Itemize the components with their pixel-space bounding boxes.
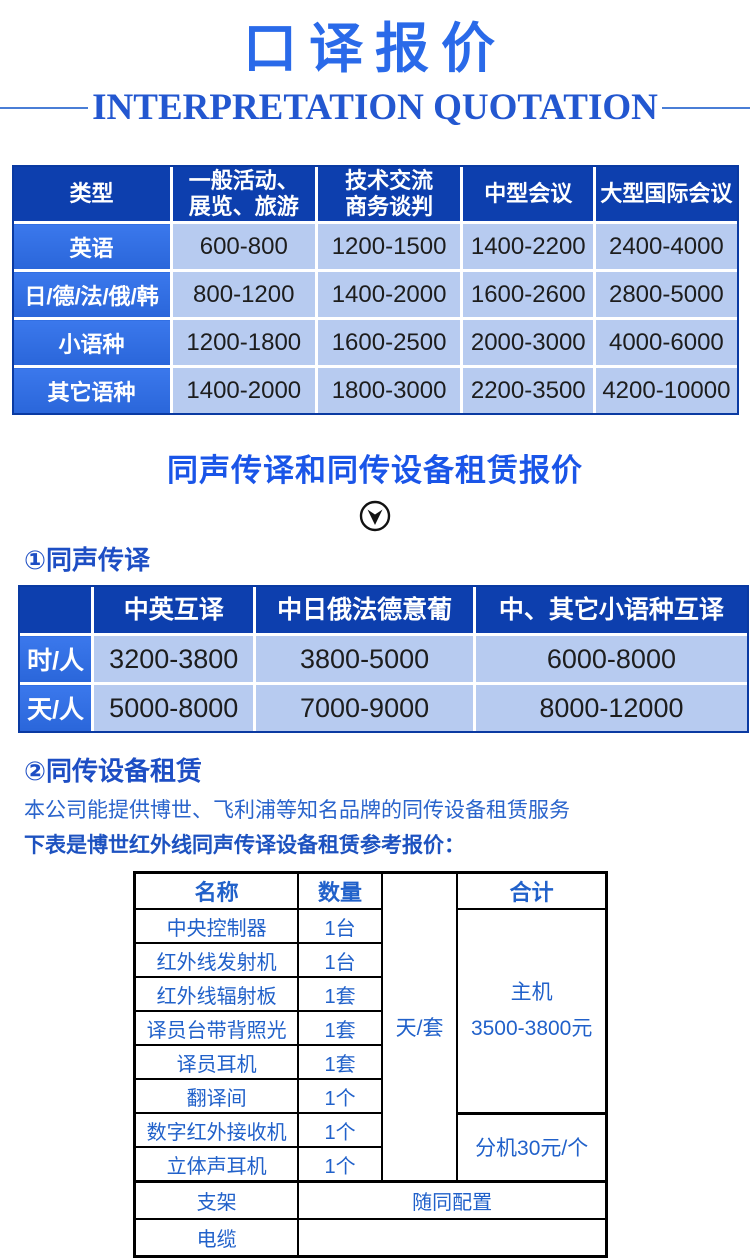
item-qty: 1个 <box>297 1078 383 1115</box>
simultaneous-price-table: 中英互译 中日俄法德意葡 中、其它小语种互译 时/人 3200-3800 380… <box>18 585 749 734</box>
item-name: 数字红外接收机 <box>133 1112 300 1149</box>
table-row: 英语 600-800 1200-1500 1400-2200 2400-4000 <box>13 221 737 273</box>
subtitle-right-rule <box>661 106 750 109</box>
column-header: 一般活动、 展览、旅游 <box>169 167 318 225</box>
column-header: 大型国际会议 <box>593 167 737 225</box>
row-label: 小语种 <box>13 317 173 369</box>
price-cell: 1800-3000 <box>314 365 464 414</box>
page-subtitle: INTERPRETATION QUOTATION <box>92 87 658 129</box>
item-qty: 1套 <box>297 1044 383 1081</box>
item-name: 中央控制器 <box>133 908 300 945</box>
price-cell: 600-800 <box>169 221 318 273</box>
column-header: 名称 <box>133 871 300 911</box>
table-header-row: 中英互译 中日俄法德意葡 中、其它小语种互译 <box>20 587 747 637</box>
arrow-row <box>0 498 750 534</box>
price-cell: 1400-2200 <box>460 221 597 273</box>
rack-value-cell: 随同配置 <box>297 1180 608 1221</box>
item-name: 翻译间 <box>133 1078 300 1115</box>
page-title: 口译报价 <box>243 19 507 79</box>
item-name: 译员耳机 <box>133 1044 300 1081</box>
item-name: 译员台带背照光 <box>133 1010 300 1047</box>
table-row: 其它语种 1400-2000 1800-3000 2200-3500 4200-… <box>13 365 737 414</box>
row-label: 英语 <box>13 221 173 273</box>
item-qty: 1台 <box>297 942 383 979</box>
table-row: 立体声耳机 1个 <box>133 1146 607 1183</box>
price-cell: 3800-5000 <box>253 633 476 686</box>
table-row: 译员耳机 1套 <box>133 1044 607 1081</box>
row-label: 天/人 <box>20 682 95 732</box>
price-cell: 8000-12000 <box>472 682 747 732</box>
row-label: 其它语种 <box>13 365 173 414</box>
unit-cell: 天/套 <box>380 871 459 1183</box>
subheading-simultaneous-interpretation: ①同声传译 <box>24 545 151 576</box>
item-qty: 1个 <box>297 1146 383 1183</box>
price-cell: 3200-3800 <box>91 633 257 686</box>
item-name: 红外线发射机 <box>133 942 300 979</box>
item-name: 电缆 <box>133 1218 300 1258</box>
price-cell: 2200-3500 <box>460 365 597 414</box>
table-row: 天/人 5000-8000 7000-9000 8000-12000 <box>20 682 747 732</box>
table-row: 翻译间 1个 <box>133 1078 607 1115</box>
subtitle-left-rule <box>0 106 89 109</box>
column-header: 技术交流 商务谈判 <box>314 167 464 225</box>
price-cell: 6000-8000 <box>472 633 747 686</box>
price-cell: 2400-4000 <box>593 221 737 273</box>
price-cell: 1200-1800 <box>169 317 318 369</box>
table-row: 电缆 <box>133 1218 608 1258</box>
column-header: 中型会议 <box>460 167 597 225</box>
table-header-row: 类型 一般活动、 展览、旅游 技术交流 商务谈判 中型会议 大型国际会议 <box>13 167 737 225</box>
equipment-table-intro: 下表是博世红外线同声传译设备租赁参考报价： <box>24 834 465 858</box>
column-header: 合计 <box>456 871 608 911</box>
item-qty: 1套 <box>297 976 383 1013</box>
subheading-equipment-rental: ②同传设备租赁 <box>24 756 203 787</box>
column-header: 中英互译 <box>91 587 257 637</box>
price-cell: 4200-10000 <box>593 365 737 414</box>
price-cell: 5000-8000 <box>91 682 257 732</box>
circled-down-arrow-icon <box>359 500 391 532</box>
table-row: 支架 随同配置 <box>133 1180 608 1221</box>
price-cell: 800-1200 <box>169 269 318 321</box>
table-row: 小语种 1200-1800 1600-2500 2000-3000 4000-6… <box>13 317 737 369</box>
item-name: 支架 <box>133 1180 300 1221</box>
table-header-row: 名称 数量 天/套 合计 <box>133 871 608 1183</box>
table-row: 中央控制器 1台 主机 3500-3800元 <box>133 908 608 1115</box>
page-subtitle-row: INTERPRETATION QUOTATION <box>0 86 750 129</box>
column-header: 数量 <box>297 871 383 911</box>
column-header: 类型 <box>13 167 173 225</box>
column-header: 中日俄法德意葡 <box>253 587 476 637</box>
price-cell: 4000-6000 <box>593 317 737 369</box>
equipment-description: 本公司能提供博世、飞利浦等知名品牌的同传设备租赁服务 <box>24 799 570 823</box>
price-cell: 1400-2000 <box>314 269 464 321</box>
table-row: 时/人 3200-3800 3800-5000 6000-8000 <box>20 633 747 686</box>
item-qty: 1台 <box>297 908 383 945</box>
price-cell: 2000-3000 <box>460 317 597 369</box>
item-qty: 1套 <box>297 1010 383 1047</box>
item-qty: 1个 <box>297 1112 383 1149</box>
table-row: 红外线发射机 1台 <box>133 942 607 979</box>
item-name: 红外线辐射板 <box>133 976 300 1013</box>
table-row: 红外线辐射板 1套 <box>133 976 607 1013</box>
row-label: 时/人 <box>20 633 95 686</box>
table-row: 日/德/法/俄/韩 800-1200 1400-2000 1600-2600 2… <box>13 269 737 321</box>
price-cell: 2800-5000 <box>593 269 737 321</box>
column-header: 中、其它小语种互译 <box>472 587 747 637</box>
item-name: 立体声耳机 <box>133 1146 300 1183</box>
interpretation-price-table: 类型 一般活动、 展览、旅游 技术交流 商务谈判 中型会议 大型国际会议 英语 … <box>11 165 739 416</box>
cable-value-cell <box>297 1218 608 1258</box>
section-heading-simultaneous: 同声传译和同传设备租赁报价 <box>167 453 583 489</box>
total-sub-cell: 分机30元/个 <box>456 1112 608 1183</box>
price-cell: 1600-2600 <box>460 269 597 321</box>
table-row: 数字红外接收机 1个 分机30元/个 <box>133 1112 608 1183</box>
price-cell: 1400-2000 <box>169 365 318 414</box>
equipment-price-table: 名称 数量 天/套 合计 中央控制器 1台 主机 3500-3800元 红外线发… <box>133 871 608 1258</box>
total-main-cell: 主机 3500-3800元 <box>456 908 608 1115</box>
corner-cell <box>20 587 95 637</box>
price-cell: 7000-9000 <box>253 682 476 732</box>
price-cell: 1200-1500 <box>314 221 464 273</box>
row-label: 日/德/法/俄/韩 <box>13 269 173 321</box>
table-row: 译员台带背照光 1套 <box>133 1010 607 1047</box>
price-cell: 1600-2500 <box>314 317 464 369</box>
